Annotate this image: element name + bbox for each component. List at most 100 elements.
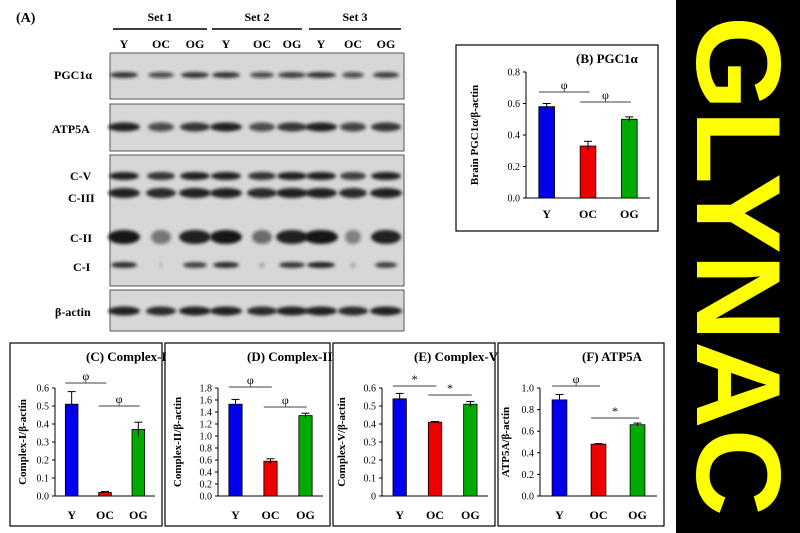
- blot-band: [306, 72, 336, 78]
- bar-Y: [538, 106, 555, 199]
- y-tick-label: 0.6: [37, 384, 50, 395]
- chart-2: (D) Complex-IIComplex-II/β-actin0.00.20.…: [172, 349, 333, 522]
- blot-band: [212, 72, 240, 78]
- lane-labels: Y OC OG Y OC OG Y OC OG: [120, 37, 396, 51]
- blot-band: [179, 188, 211, 198]
- y-tick-label: 1.8: [200, 384, 213, 395]
- y-tick-label: 0.3: [364, 438, 377, 449]
- y-tick-label: 0.2: [364, 456, 377, 467]
- blot-band: [247, 188, 277, 198]
- blot-band: [259, 262, 265, 268]
- lane-label: Y: [120, 37, 129, 51]
- blot-band: [342, 72, 364, 78]
- blot-band: [371, 122, 401, 132]
- y-tick-label: 1.0: [200, 432, 213, 443]
- significance-symbol: *: [612, 404, 618, 418]
- blot-band: [248, 172, 276, 180]
- y-axis-label: Complex-V/β-actin: [336, 397, 348, 487]
- bar-Y: [228, 403, 243, 497]
- lane-label: Y: [222, 37, 231, 51]
- y-tick-label: 0.2: [508, 162, 521, 173]
- y-tick-label: 1.4: [200, 408, 213, 419]
- blot-band: [307, 262, 335, 268]
- x-tick-label: OC: [96, 508, 114, 522]
- y-tick-label: 0.4: [37, 420, 50, 431]
- lane-label: OC: [344, 37, 362, 51]
- significance-symbol: φ: [247, 373, 254, 387]
- significance-symbol: *: [412, 372, 418, 386]
- chart-1: (C) Complex-I Complex-I/β-actin 0.0 0.1 0.2 0…: [17, 349, 167, 522]
- blot-band: [276, 230, 308, 244]
- chart-title: (C) Complex-I: [86, 349, 167, 364]
- y-tick-label: 1.2: [200, 420, 213, 431]
- blot-band: [340, 172, 366, 180]
- lane-label: OC: [152, 37, 170, 51]
- blot-band: [108, 306, 140, 316]
- blot-band: [108, 230, 140, 244]
- blot-band: [148, 122, 174, 132]
- blot-band: [279, 262, 305, 268]
- y-tick-label: 0.3: [37, 438, 50, 449]
- set-label: Set 1: [148, 10, 173, 24]
- x-tick-label: OG: [296, 508, 315, 522]
- bar-Y: [64, 403, 79, 497]
- blot-band: [304, 230, 338, 244]
- blot-band: [180, 122, 210, 132]
- blot-band: [276, 306, 308, 316]
- blot-band: [276, 188, 308, 198]
- x-tick-label: OC: [262, 508, 280, 522]
- blot-band: [371, 172, 401, 180]
- y-tick-label: 0.1: [364, 474, 377, 485]
- x-tick-label: Y: [542, 207, 551, 221]
- panel-b-frame: [455, 44, 659, 232]
- blot-band: [277, 172, 307, 180]
- lane-label: Y: [317, 37, 326, 51]
- set-label: Set 2: [245, 10, 270, 24]
- y-tick-label: 1.0: [522, 384, 535, 395]
- y-tick-label: 0.0: [508, 194, 521, 205]
- lane-label: OG: [283, 37, 302, 51]
- blot-band: [147, 172, 175, 180]
- x-tick-label: Y: [395, 508, 404, 522]
- blot-band: [211, 172, 241, 180]
- y-tick-label: 0.4: [508, 131, 521, 142]
- blot-band: [306, 172, 336, 180]
- blot-band: [146, 188, 176, 198]
- y-tick-label: 1.6: [200, 396, 213, 407]
- y-tick-label: 0: [371, 492, 376, 503]
- blot-band: [146, 306, 176, 316]
- blot-band: [305, 188, 337, 198]
- lane-label: OC: [253, 37, 271, 51]
- banner-background: [676, 0, 800, 533]
- y-tick-label: 0.4: [364, 420, 377, 431]
- blot-band: [109, 172, 139, 180]
- blot-band: [277, 122, 307, 132]
- blot-band: [180, 172, 210, 180]
- x-tick-label: OG: [129, 508, 148, 522]
- y-tick-label: 0.5: [364, 402, 377, 413]
- blot-band: [210, 122, 242, 132]
- blot-band: [250, 72, 274, 78]
- label-ci: C-I: [73, 260, 91, 274]
- x-tick-label: Y: [555, 508, 564, 522]
- western-blots: [108, 52, 405, 332]
- significance-symbol: φ: [573, 372, 580, 386]
- label-cii: C-II: [70, 231, 92, 245]
- blot-band: [247, 306, 277, 316]
- y-tick-label: 0.0: [200, 492, 213, 503]
- bar-OC: [590, 443, 607, 497]
- x-tick-label: OG: [620, 207, 639, 221]
- x-tick-label: OC: [579, 207, 597, 221]
- panel-f-frame: [497, 342, 665, 527]
- chart-title: (B) PGC1α: [576, 51, 639, 66]
- bar-OG: [298, 415, 313, 497]
- blot-band: [151, 230, 171, 244]
- bar-OC: [263, 460, 278, 497]
- bar-Y: [551, 399, 568, 497]
- panel-c-frame: [9, 342, 163, 527]
- blot-band: [210, 306, 242, 316]
- y-axis-label: ATP5A/β-actin: [500, 407, 512, 477]
- y-tick-label: 0.8: [522, 405, 535, 416]
- significance-symbol: φ: [282, 393, 289, 407]
- blot-band: [350, 262, 356, 268]
